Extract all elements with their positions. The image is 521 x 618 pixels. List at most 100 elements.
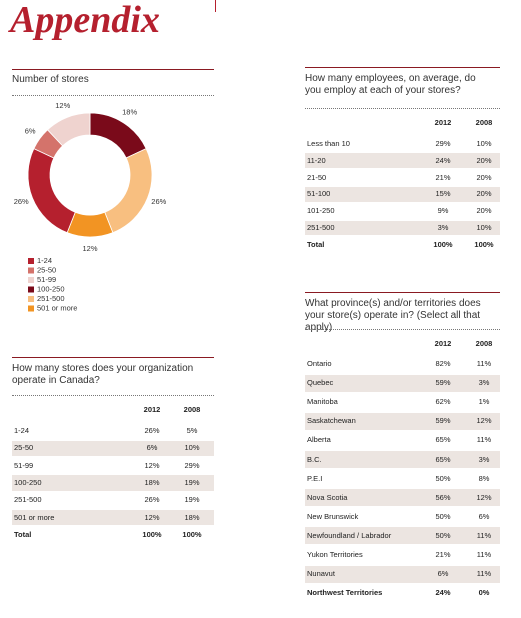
row-label: Yukon Territories [307, 550, 363, 559]
cell-value: 19% [184, 477, 200, 487]
cell-value: 3% [437, 223, 449, 232]
cell-value: 59% [435, 378, 451, 388]
cell-value: 0% [478, 588, 490, 598]
row-band [305, 153, 500, 169]
cell-value: 5% [186, 426, 198, 435]
slice-label: 12% [55, 101, 70, 110]
cell-value: 100% [433, 239, 453, 249]
slice [46, 112, 91, 147]
row-label: Less than 10 [307, 139, 350, 148]
cell-value: 26% [144, 426, 160, 435]
cell-value: 29% [184, 460, 200, 470]
legend-label: 501 or more [37, 303, 77, 312]
row-label: 11-20 [307, 155, 326, 165]
top-mark [215, 0, 216, 12]
cell-value: 50% [435, 530, 451, 540]
row-label: Alberta [307, 435, 331, 445]
row-label: Nova Scotia [307, 492, 348, 502]
legend-label: 100-250 [37, 284, 65, 293]
divider [305, 329, 500, 330]
cell-value: 29% [435, 139, 451, 148]
cell-value: 65% [435, 435, 451, 445]
row-label: Northwest Territories [307, 588, 383, 598]
cell-value: 20% [476, 206, 492, 216]
divider [305, 108, 500, 109]
divider [12, 95, 214, 96]
column-header: 2008 [475, 339, 493, 348]
row-label: Total [14, 529, 32, 539]
row-band [12, 475, 214, 491]
cell-value: 100% [182, 529, 202, 539]
row-label: P.E.I [307, 473, 323, 483]
cell-value: 11% [476, 550, 492, 559]
row-label: 101-250 [307, 206, 335, 216]
row-label: 51-100 [307, 189, 331, 199]
cell-value: 11% [476, 435, 492, 445]
cell-value: 8% [478, 473, 490, 483]
row-band [305, 412, 500, 430]
cell-value: 65% [435, 454, 451, 464]
cell-value: 6% [146, 443, 158, 453]
cell-value: 10% [184, 443, 200, 453]
cell-value: 6% [478, 511, 490, 521]
cell-value: 82% [435, 359, 451, 368]
row-band [12, 440, 214, 456]
row-band [305, 527, 500, 545]
cell-value: 100% [142, 529, 162, 539]
cell-value: 26% [144, 495, 160, 505]
rule [305, 67, 500, 68]
row-label: 51-99 [14, 460, 34, 470]
row-label: 251-500 [14, 495, 42, 505]
column-header: 2012 [434, 118, 452, 127]
section-title: How many stores does your organization o… [12, 363, 194, 386]
chart-title: Number of stores [12, 74, 89, 85]
column-header: 2012 [143, 405, 161, 414]
row-band [305, 450, 500, 469]
legend-swatch [28, 296, 34, 302]
slice [104, 148, 153, 234]
cell-value: 50% [435, 473, 451, 483]
divider [12, 395, 214, 396]
legend-label: 25-50 [37, 265, 56, 274]
row-label: 21-50 [307, 172, 327, 182]
row-band [305, 220, 500, 236]
row-label: Manitoba [307, 397, 338, 407]
legend-swatch [28, 277, 34, 283]
cell-value: 15% [435, 189, 451, 199]
cell-value: 9% [437, 206, 449, 216]
cell-value: 18% [184, 512, 200, 522]
cell-value: 10% [476, 139, 492, 148]
rule [305, 292, 500, 293]
cell-value: 11% [476, 569, 492, 579]
legend-swatch [28, 258, 34, 264]
row-label: New Brunswick [307, 511, 359, 521]
legend-swatch [28, 267, 34, 274]
legend-label: 51-99 [37, 275, 56, 284]
row-label: 501 or more [14, 512, 55, 522]
cell-value: 24% [435, 588, 451, 598]
row-band [12, 509, 214, 526]
row-band [305, 374, 500, 392]
chart: 18% 26% 12% 26% 6% 12% 1-2425-5051-99100-25025… [14, 101, 167, 312]
cell-value: 12% [476, 492, 492, 502]
legend-swatch [28, 305, 34, 312]
column-header: 2012 [434, 339, 452, 348]
slice-label: 18% [122, 108, 137, 117]
cell-value: 11% [476, 359, 492, 368]
cell-value: 21% [435, 550, 451, 559]
slice-label: 26% [14, 197, 29, 206]
cell-value: 10% [476, 223, 492, 232]
cell-value: 59% [435, 416, 451, 426]
row-label: Ontario [307, 359, 332, 368]
section-title: What province(s) and/or territories does… [305, 298, 481, 333]
slice-label: 12% [82, 244, 97, 253]
rule [12, 69, 214, 70]
cell-value: 3% [478, 378, 490, 388]
cell-value: 24% [435, 155, 451, 165]
cell-value: 20% [476, 189, 492, 199]
slice-label: 26% [151, 197, 166, 206]
legend-swatch [28, 286, 34, 293]
cell-value: 20% [476, 155, 492, 165]
cell-value: 100% [474, 239, 494, 249]
